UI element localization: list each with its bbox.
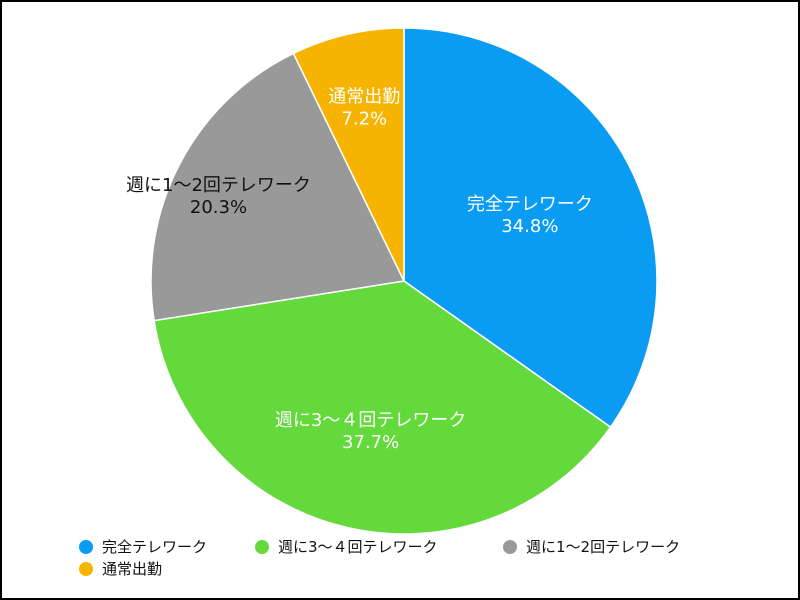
legend-item: 週に3〜４回テレワーク — [255, 538, 438, 556]
slice-category-label: 完全テレワーク — [467, 194, 593, 215]
pie-slice — [403, 27, 658, 429]
pie-slice — [292, 27, 405, 282]
slice-category-label: 週に3〜４回テレワーク — [275, 410, 466, 431]
pie-slices — [150, 27, 658, 535]
legend-label: 通常出勤 — [102, 560, 162, 578]
pie-slice — [150, 52, 406, 322]
legend-label: 週に3〜４回テレワーク — [278, 538, 438, 556]
legend-item: 完全テレワーク — [79, 538, 207, 556]
slice-category-label: 通常出勤 — [328, 86, 400, 107]
slice-value-label: 34.8% — [501, 216, 558, 237]
legend-swatch — [255, 540, 269, 554]
legend-label: 完全テレワーク — [102, 538, 207, 556]
slice-value-label: 37.7% — [342, 432, 399, 453]
legend-label: 週に1〜2回テレワーク — [526, 538, 680, 556]
slice-value-label: 20.3% — [190, 197, 247, 218]
legend-swatch — [79, 562, 93, 576]
pie-slice — [153, 280, 612, 535]
slice-value-label: 7.2% — [341, 108, 387, 129]
legend-item: 週に1〜2回テレワーク — [503, 538, 680, 556]
legend-item: 通常出勤 — [79, 560, 162, 578]
slice-category-label: 週に1〜2回テレワーク — [126, 175, 311, 196]
legend-swatch — [503, 540, 517, 554]
legend-swatch — [79, 540, 93, 554]
